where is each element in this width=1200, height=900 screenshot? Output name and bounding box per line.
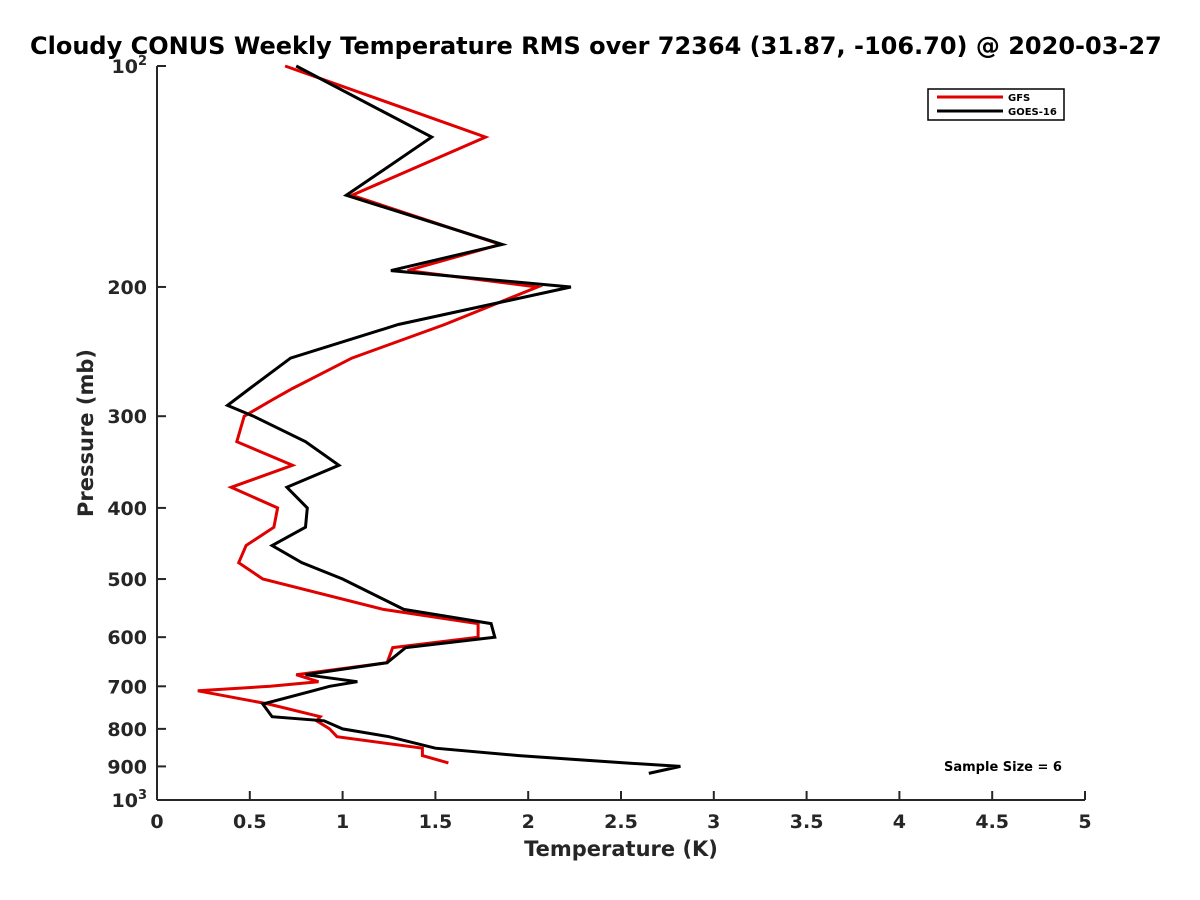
- chart-title: Cloudy CONUS Weekly Temperature RMS over…: [30, 32, 1162, 60]
- series-lines: [197, 64, 681, 775]
- y-tick-label: 800: [107, 719, 147, 741]
- y-tick-label: 700: [107, 676, 147, 698]
- plot-area: [156, 66, 1085, 801]
- series-line-goes16: [224, 64, 681, 775]
- y-tick-label: 900: [107, 756, 147, 778]
- x-tick-label: 4.5: [975, 811, 1009, 833]
- x-axis-label: Temperature (K): [524, 837, 718, 861]
- y-tick-label: 300: [107, 406, 147, 428]
- y-axis-label: Pressure (mb): [74, 349, 98, 517]
- legend-label-goes16: GOES-16: [1008, 107, 1057, 118]
- x-tick-label: 0: [150, 811, 163, 833]
- y-ticks: 102 200 300 400 500 600 700 800 900 103: [107, 54, 166, 812]
- x-tick-label: 2.5: [604, 811, 638, 833]
- x-tick-label: 0.5: [233, 811, 267, 833]
- x-tick-label: 3: [707, 811, 720, 833]
- x-tick-label: 4: [893, 811, 906, 833]
- y-tick-label: 400: [107, 498, 147, 520]
- series-line-gfs: [197, 64, 544, 765]
- legend: GFS GOES-16: [927, 88, 1065, 121]
- y-tick-label: 200: [107, 277, 147, 299]
- x-tick-label: 1.5: [419, 811, 453, 833]
- y-tick-label: 600: [107, 627, 147, 649]
- y-tick-label: 102: [112, 54, 148, 78]
- y-tick-label: 103: [112, 788, 148, 812]
- x-tick-label: 5: [1078, 811, 1091, 833]
- sample-size-annotation: Sample Size = 6: [944, 760, 1062, 775]
- x-tick-label: 1: [336, 811, 349, 833]
- legend-label-gfs: GFS: [1008, 93, 1030, 104]
- x-tick-label: 3.5: [790, 811, 824, 833]
- x-ticks: 0 0.5 1 1.5 2 2.5 3 3.5 4 4.5 5: [150, 791, 1092, 833]
- y-tick-label: 500: [107, 569, 147, 591]
- x-tick-label: 2: [522, 811, 535, 833]
- legend-box: [927, 88, 1065, 121]
